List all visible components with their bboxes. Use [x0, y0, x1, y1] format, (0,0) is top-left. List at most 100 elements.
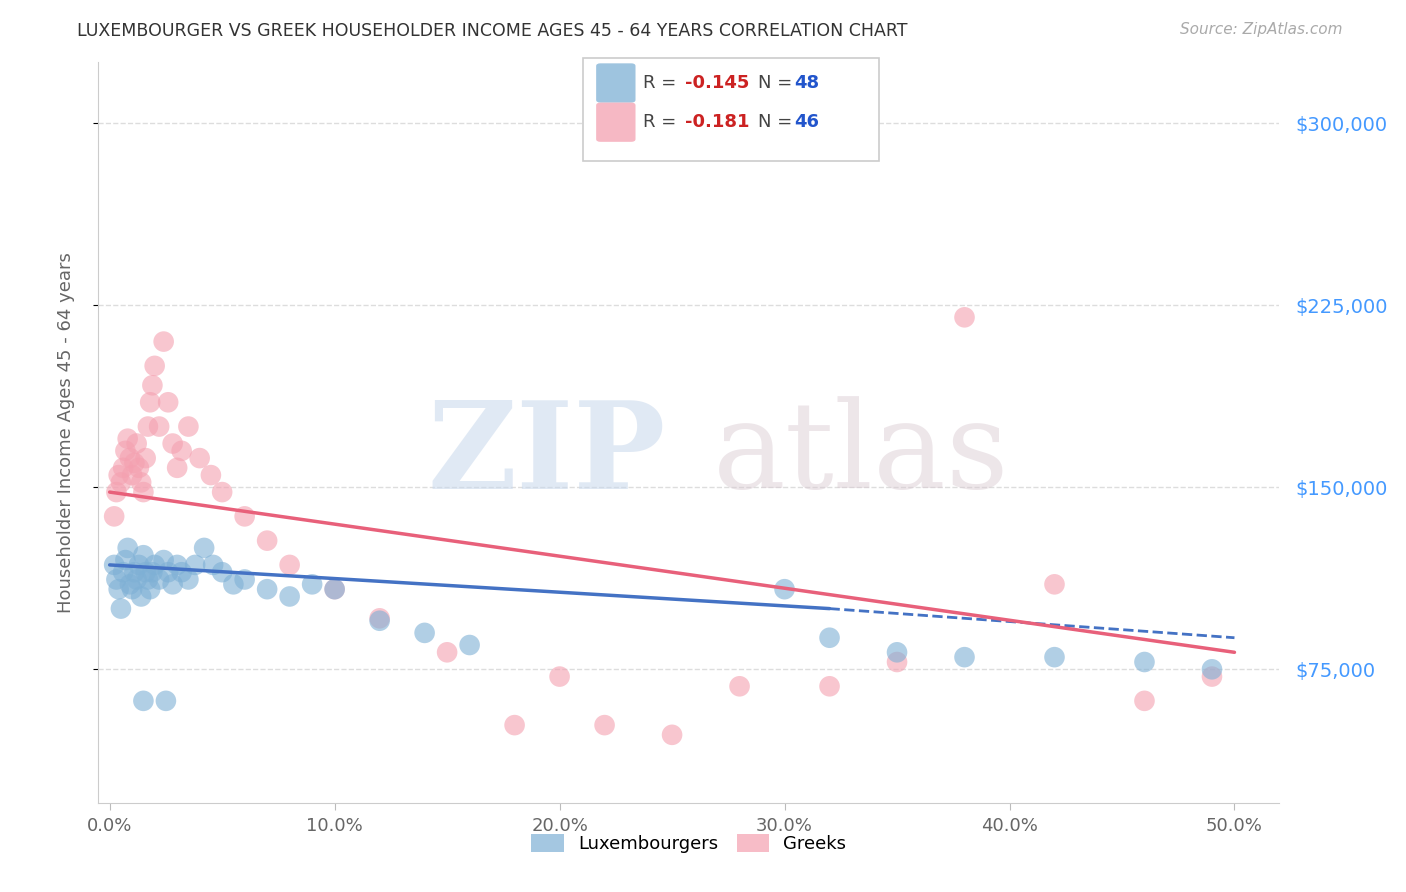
Point [256, 582, 278, 597]
Point [1201, 669, 1223, 683]
Point [128, 558, 150, 572]
Point [139, 582, 162, 597]
Point [211, 485, 233, 500]
Point [233, 573, 256, 587]
Point [193, 541, 215, 555]
Point [593, 718, 616, 732]
Point [139, 395, 162, 409]
Point [162, 436, 184, 450]
Point [117, 432, 139, 446]
Point [458, 638, 481, 652]
Point [118, 451, 141, 466]
Point [170, 565, 193, 579]
Point [278, 590, 301, 604]
Text: -0.181: -0.181 [685, 113, 749, 131]
Point [121, 582, 143, 597]
Point [105, 573, 128, 587]
Text: N =: N = [758, 74, 797, 92]
Point [110, 601, 132, 615]
Point [129, 475, 152, 490]
Point [1133, 655, 1156, 669]
Point [184, 558, 207, 572]
Point [148, 419, 170, 434]
Point [436, 645, 458, 659]
Point [818, 679, 841, 693]
Point [886, 645, 908, 659]
Text: 48: 48 [794, 74, 820, 92]
Point [170, 443, 193, 458]
Point [152, 553, 174, 567]
Point [141, 565, 163, 579]
Legend: Luxembourgers, Greeks: Luxembourgers, Greeks [524, 827, 853, 861]
Point [953, 650, 976, 665]
Point [107, 468, 129, 483]
Point [114, 553, 136, 567]
Point [157, 395, 180, 409]
Y-axis label: Householder Income Ages 45 - 64 years: Householder Income Ages 45 - 64 years [56, 252, 75, 613]
Point [135, 565, 157, 579]
Text: R =: R = [643, 113, 682, 131]
Point [1043, 577, 1066, 591]
Point [211, 565, 233, 579]
Text: R =: R = [643, 74, 682, 92]
Point [143, 359, 166, 373]
Point [135, 451, 157, 466]
Point [112, 460, 135, 475]
Point [143, 558, 166, 572]
Point [661, 728, 683, 742]
Point [155, 694, 177, 708]
Point [368, 614, 391, 628]
Point [112, 565, 135, 579]
Point [188, 451, 211, 466]
Point [132, 485, 155, 500]
Point [1133, 694, 1156, 708]
Point [166, 460, 188, 475]
Point [1043, 650, 1066, 665]
Point [136, 573, 159, 587]
Point [117, 541, 139, 555]
Point [141, 378, 163, 392]
Point [148, 573, 170, 587]
Text: Source: ZipAtlas.com: Source: ZipAtlas.com [1180, 22, 1343, 37]
Point [128, 460, 150, 475]
Point [728, 679, 751, 693]
Point [114, 443, 136, 458]
Point [125, 436, 148, 450]
Point [129, 590, 152, 604]
Point [256, 533, 278, 548]
Point [103, 558, 125, 572]
Point [222, 577, 245, 591]
Point [413, 626, 436, 640]
Text: N =: N = [758, 113, 797, 131]
Point [121, 468, 143, 483]
Point [301, 577, 323, 591]
Text: LUXEMBOURGER VS GREEK HOUSEHOLDER INCOME AGES 45 - 64 YEARS CORRELATION CHART: LUXEMBOURGER VS GREEK HOUSEHOLDER INCOME… [77, 22, 908, 40]
Point [773, 582, 796, 597]
Point [132, 548, 155, 562]
Point [323, 582, 346, 597]
Point [162, 577, 184, 591]
Point [152, 334, 174, 349]
Point [157, 565, 180, 579]
Point [177, 419, 200, 434]
Point [103, 509, 125, 524]
Point [177, 573, 200, 587]
Point [118, 577, 141, 591]
Point [1201, 662, 1223, 676]
Point [818, 631, 841, 645]
Point [105, 485, 128, 500]
Point [124, 565, 146, 579]
Point [368, 611, 391, 625]
Text: atlas: atlas [713, 396, 1010, 513]
Point [503, 718, 526, 732]
Point [125, 573, 148, 587]
Text: 46: 46 [794, 113, 820, 131]
Point [202, 558, 225, 572]
Point [278, 558, 301, 572]
Point [110, 475, 132, 490]
Point [953, 310, 976, 325]
Point [233, 509, 256, 524]
Point [166, 558, 188, 572]
Point [136, 419, 159, 434]
Text: -0.145: -0.145 [685, 74, 749, 92]
